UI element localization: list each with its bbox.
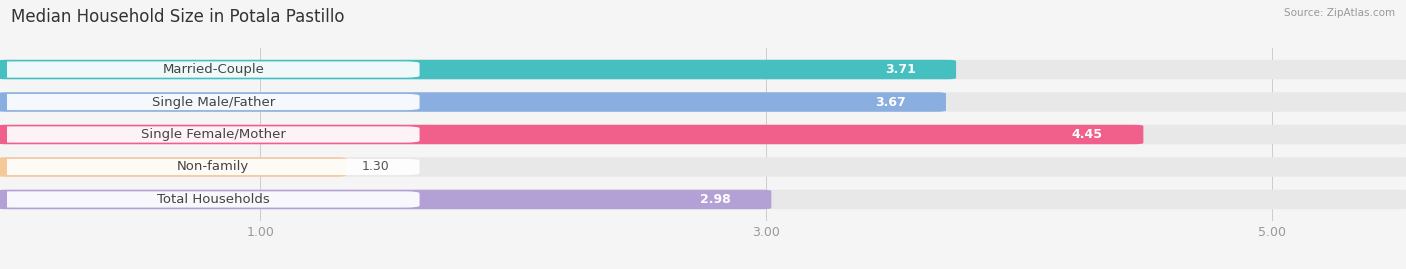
- FancyBboxPatch shape: [0, 190, 772, 209]
- FancyBboxPatch shape: [0, 190, 1406, 209]
- FancyBboxPatch shape: [0, 92, 946, 112]
- Text: Total Households: Total Households: [157, 193, 270, 206]
- FancyBboxPatch shape: [0, 94, 419, 110]
- Text: 4.45: 4.45: [1071, 128, 1102, 141]
- Text: Non-family: Non-family: [177, 161, 249, 174]
- FancyBboxPatch shape: [0, 92, 1406, 112]
- FancyBboxPatch shape: [0, 60, 956, 79]
- FancyBboxPatch shape: [0, 61, 419, 78]
- FancyBboxPatch shape: [0, 126, 419, 143]
- FancyBboxPatch shape: [0, 157, 1406, 177]
- Text: 2.98: 2.98: [700, 193, 731, 206]
- FancyBboxPatch shape: [0, 60, 1406, 79]
- Text: Single Female/Mother: Single Female/Mother: [141, 128, 285, 141]
- Text: Median Household Size in Potala Pastillo: Median Household Size in Potala Pastillo: [11, 8, 344, 26]
- Text: 1.30: 1.30: [361, 161, 389, 174]
- FancyBboxPatch shape: [0, 159, 419, 175]
- Text: 3.67: 3.67: [875, 95, 905, 108]
- Text: Single Male/Father: Single Male/Father: [152, 95, 276, 108]
- FancyBboxPatch shape: [0, 125, 1406, 144]
- FancyBboxPatch shape: [0, 125, 1143, 144]
- Text: 3.71: 3.71: [884, 63, 915, 76]
- Text: Married-Couple: Married-Couple: [162, 63, 264, 76]
- Text: Source: ZipAtlas.com: Source: ZipAtlas.com: [1284, 8, 1395, 18]
- FancyBboxPatch shape: [0, 191, 419, 208]
- FancyBboxPatch shape: [0, 157, 346, 177]
